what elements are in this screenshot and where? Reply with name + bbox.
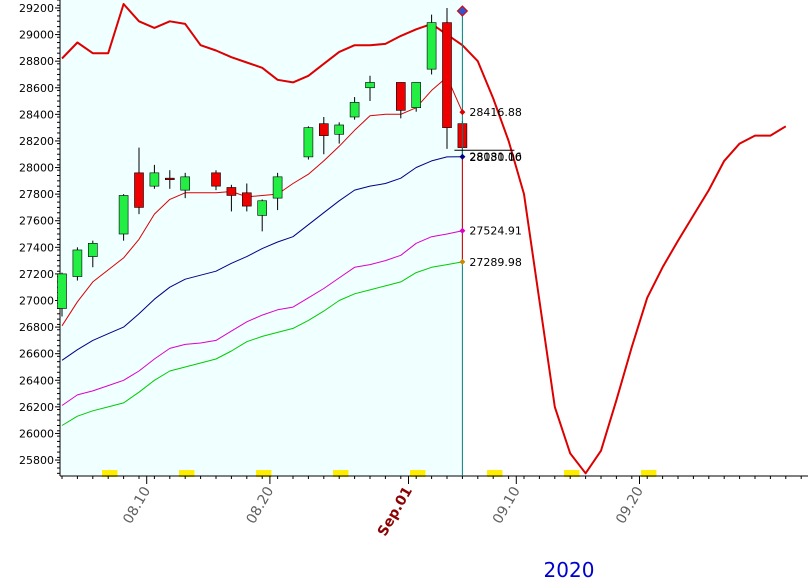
year-label: 2020 <box>544 558 595 581</box>
candle-body <box>242 192 252 207</box>
candle-body <box>226 187 237 196</box>
y-tick-label: 26600 <box>19 348 54 361</box>
ma-blue-line <box>61 156 463 361</box>
candles <box>57 7 468 317</box>
ma-green-line <box>61 261 463 426</box>
weekend-markers <box>102 470 657 477</box>
x-tick-label: 09.10 <box>490 484 524 527</box>
value-marker <box>459 258 466 265</box>
value-label: 27289.98 <box>469 256 522 269</box>
y-tick-label: 27400 <box>19 241 54 254</box>
y-tick-label: 28200 <box>19 135 54 148</box>
x-tick-label: Sep.01 <box>375 484 416 539</box>
x-tick-label: 09.20 <box>613 484 647 527</box>
weekend-marker <box>102 470 118 477</box>
candle-body <box>411 82 422 108</box>
candle-body <box>442 22 452 128</box>
candle-body <box>211 172 221 187</box>
y-tick-label: 26000 <box>19 427 54 440</box>
ma-red-line <box>61 76 463 327</box>
y-tick-label: 28600 <box>19 82 54 95</box>
candle-body <box>72 249 83 277</box>
y-tick-label: 29200 <box>19 2 54 15</box>
value-labels: 28416.88 28081.16 27524.91 27289.98 28130.00 <box>459 106 522 269</box>
weekend-marker <box>410 470 426 477</box>
value-marker <box>459 227 466 234</box>
candle-body <box>349 102 360 118</box>
candle-body <box>272 176 283 199</box>
current-day-overlay <box>454 5 515 476</box>
current-day-marker <box>456 5 469 17</box>
plot-history-background <box>60 0 463 476</box>
value-marker <box>459 153 466 160</box>
candle-body <box>395 82 406 111</box>
value-label: 27524.91 <box>469 225 522 238</box>
weekend-marker <box>256 470 272 477</box>
candle-body <box>165 177 175 180</box>
weekend-marker <box>487 470 503 477</box>
y-axis: 25800 26000 26200 26400 26600 26800 27000 27200… <box>19 0 61 476</box>
y-tick-label: 26200 <box>19 401 54 414</box>
weekend-marker <box>641 470 657 477</box>
y-tick-label: 27000 <box>19 294 54 307</box>
candle-body <box>180 176 190 191</box>
y-tick-label: 27200 <box>19 268 54 281</box>
candle-body <box>365 82 375 89</box>
candle-body <box>57 273 67 309</box>
value-label: 28081.16 <box>469 151 522 164</box>
candle-body <box>134 172 144 208</box>
ma-magenta-line <box>61 230 463 406</box>
candle-body <box>149 172 160 187</box>
candle-body <box>303 127 314 158</box>
y-tick-label: 25800 <box>19 454 54 467</box>
x-tick-label: 08.20 <box>243 484 277 527</box>
y-tick-label: 26800 <box>19 321 54 334</box>
candle-body <box>426 22 437 70</box>
y-tick-label: 28400 <box>19 108 54 121</box>
y-tick-label: 28000 <box>19 162 54 175</box>
candle-body <box>318 123 329 136</box>
x-tick-label: 08.10 <box>120 484 154 527</box>
y-tick-label: 27600 <box>19 215 54 228</box>
value-label: 28416.88 <box>469 106 522 119</box>
y-tick-label: 28800 <box>19 55 54 68</box>
y-tick-label: 27800 <box>19 188 54 201</box>
y-tick-label: 26400 <box>19 374 54 387</box>
x-axis: 08.10 08.20 Sep.01 09.10 09.20 <box>60 475 808 539</box>
close-value-label: 28130.00 <box>469 151 522 164</box>
candle-body <box>118 195 129 235</box>
y-tick-label: 29000 <box>19 29 54 42</box>
value-marker <box>459 109 466 116</box>
indicator-lines <box>61 3 787 475</box>
candle-body <box>334 124 345 135</box>
candle-body <box>88 243 98 257</box>
weekend-marker <box>179 470 195 477</box>
weekend-marker <box>333 470 349 477</box>
upper-red-line <box>61 3 787 475</box>
weekend-marker <box>564 470 580 477</box>
candle-body <box>257 200 268 216</box>
